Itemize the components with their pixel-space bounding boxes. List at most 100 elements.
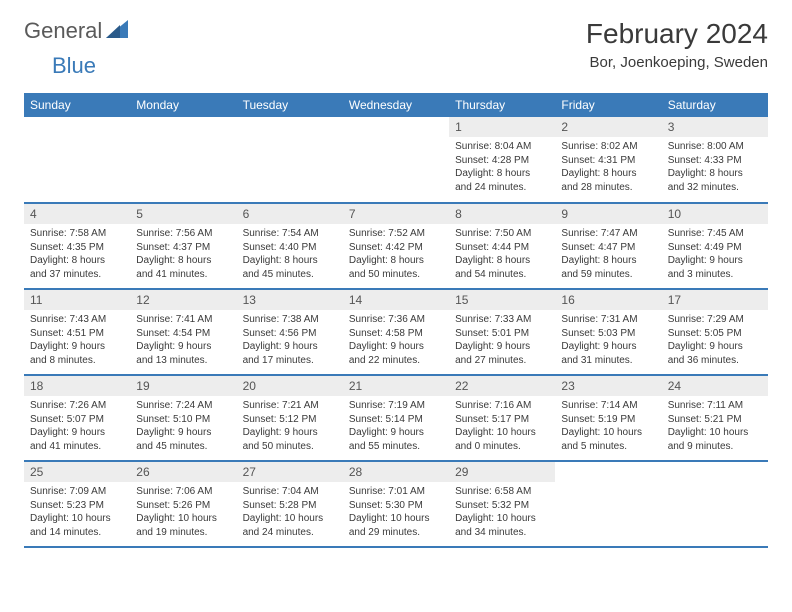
calendar-day-cell: .. (130, 117, 236, 203)
calendar-day-cell: 3Sunrise: 8:00 AMSunset: 4:33 PMDaylight… (662, 117, 768, 203)
calendar-week-row: 4Sunrise: 7:58 AMSunset: 4:35 PMDaylight… (24, 203, 768, 289)
calendar-day-cell: .. (555, 461, 661, 547)
calendar-day-cell: 12Sunrise: 7:41 AMSunset: 4:54 PMDayligh… (130, 289, 236, 375)
day-number: 29 (449, 462, 555, 482)
calendar-day-cell: 4Sunrise: 7:58 AMSunset: 4:35 PMDaylight… (24, 203, 130, 289)
day-details: Sunrise: 7:14 AMSunset: 5:19 PMDaylight:… (555, 396, 661, 456)
calendar-week-row: 11Sunrise: 7:43 AMSunset: 4:51 PMDayligh… (24, 289, 768, 375)
day-number: 18 (24, 376, 130, 396)
calendar-day-cell: .. (343, 117, 449, 203)
day-number: 17 (662, 290, 768, 310)
weekday-header: Wednesday (343, 93, 449, 117)
calendar-day-cell: 26Sunrise: 7:06 AMSunset: 5:26 PMDayligh… (130, 461, 236, 547)
calendar-head: SundayMondayTuesdayWednesdayThursdayFrid… (24, 93, 768, 117)
calendar-day-cell: 6Sunrise: 7:54 AMSunset: 4:40 PMDaylight… (237, 203, 343, 289)
calendar-day-cell: 29Sunrise: 6:58 AMSunset: 5:32 PMDayligh… (449, 461, 555, 547)
calendar-day-cell: 25Sunrise: 7:09 AMSunset: 5:23 PMDayligh… (24, 461, 130, 547)
day-number: 16 (555, 290, 661, 310)
calendar-week-row: 25Sunrise: 7:09 AMSunset: 5:23 PMDayligh… (24, 461, 768, 547)
weekday-header: Friday (555, 93, 661, 117)
calendar-day-cell: 14Sunrise: 7:36 AMSunset: 4:58 PMDayligh… (343, 289, 449, 375)
day-number: 8 (449, 204, 555, 224)
calendar-day-cell: 13Sunrise: 7:38 AMSunset: 4:56 PMDayligh… (237, 289, 343, 375)
day-number: 12 (130, 290, 236, 310)
calendar-table: SundayMondayTuesdayWednesdayThursdayFrid… (24, 93, 768, 548)
calendar-day-cell: 24Sunrise: 7:11 AMSunset: 5:21 PMDayligh… (662, 375, 768, 461)
calendar-day-cell: .. (662, 461, 768, 547)
weekday-header: Monday (130, 93, 236, 117)
day-details: Sunrise: 7:16 AMSunset: 5:17 PMDaylight:… (449, 396, 555, 456)
day-number: 4 (24, 204, 130, 224)
title-block: February 2024 Bor, Joenkoeping, Sweden (586, 18, 768, 71)
day-number: 24 (662, 376, 768, 396)
day-details: Sunrise: 7:11 AMSunset: 5:21 PMDaylight:… (662, 396, 768, 456)
logo: General (24, 18, 130, 44)
calendar-day-cell: 28Sunrise: 7:01 AMSunset: 5:30 PMDayligh… (343, 461, 449, 547)
calendar-day-cell: 19Sunrise: 7:24 AMSunset: 5:10 PMDayligh… (130, 375, 236, 461)
day-details: Sunrise: 7:54 AMSunset: 4:40 PMDaylight:… (237, 224, 343, 284)
day-details: Sunrise: 7:38 AMSunset: 4:56 PMDaylight:… (237, 310, 343, 370)
day-number: 25 (24, 462, 130, 482)
day-details: Sunrise: 7:19 AMSunset: 5:14 PMDaylight:… (343, 396, 449, 456)
day-number: 5 (130, 204, 236, 224)
calendar-day-cell: 20Sunrise: 7:21 AMSunset: 5:12 PMDayligh… (237, 375, 343, 461)
day-details: Sunrise: 7:04 AMSunset: 5:28 PMDaylight:… (237, 482, 343, 542)
day-number: 20 (237, 376, 343, 396)
calendar-day-cell: 22Sunrise: 7:16 AMSunset: 5:17 PMDayligh… (449, 375, 555, 461)
day-number: 9 (555, 204, 661, 224)
calendar-day-cell: 8Sunrise: 7:50 AMSunset: 4:44 PMDaylight… (449, 203, 555, 289)
logo-text-general: General (24, 18, 102, 44)
day-details: Sunrise: 6:58 AMSunset: 5:32 PMDaylight:… (449, 482, 555, 542)
day-details: Sunrise: 7:33 AMSunset: 5:01 PMDaylight:… (449, 310, 555, 370)
calendar-day-cell: 15Sunrise: 7:33 AMSunset: 5:01 PMDayligh… (449, 289, 555, 375)
day-number: 28 (343, 462, 449, 482)
day-number: 11 (24, 290, 130, 310)
day-number: 3 (662, 117, 768, 137)
day-details: Sunrise: 7:01 AMSunset: 5:30 PMDaylight:… (343, 482, 449, 542)
calendar-day-cell: 18Sunrise: 7:26 AMSunset: 5:07 PMDayligh… (24, 375, 130, 461)
day-number: 7 (343, 204, 449, 224)
day-number: 15 (449, 290, 555, 310)
day-details: Sunrise: 7:36 AMSunset: 4:58 PMDaylight:… (343, 310, 449, 370)
calendar-day-cell: 27Sunrise: 7:04 AMSunset: 5:28 PMDayligh… (237, 461, 343, 547)
logo-sail-icon (106, 20, 128, 43)
day-details: Sunrise: 7:26 AMSunset: 5:07 PMDaylight:… (24, 396, 130, 456)
day-details: Sunrise: 7:50 AMSunset: 4:44 PMDaylight:… (449, 224, 555, 284)
day-number: 23 (555, 376, 661, 396)
location-text: Bor, Joenkoeping, Sweden (586, 54, 768, 71)
logo-text-blue: Blue (52, 53, 96, 78)
day-details: Sunrise: 7:58 AMSunset: 4:35 PMDaylight:… (24, 224, 130, 284)
day-details: Sunrise: 7:45 AMSunset: 4:49 PMDaylight:… (662, 224, 768, 284)
calendar-day-cell: .. (237, 117, 343, 203)
calendar-day-cell: 10Sunrise: 7:45 AMSunset: 4:49 PMDayligh… (662, 203, 768, 289)
day-number: 1 (449, 117, 555, 137)
day-details: Sunrise: 7:47 AMSunset: 4:47 PMDaylight:… (555, 224, 661, 284)
calendar-day-cell: 11Sunrise: 7:43 AMSunset: 4:51 PMDayligh… (24, 289, 130, 375)
day-details: Sunrise: 8:00 AMSunset: 4:33 PMDaylight:… (662, 137, 768, 197)
calendar-week-row: ........1Sunrise: 8:04 AMSunset: 4:28 PM… (24, 117, 768, 203)
day-details: Sunrise: 8:02 AMSunset: 4:31 PMDaylight:… (555, 137, 661, 197)
weekday-header: Tuesday (237, 93, 343, 117)
calendar-week-row: 18Sunrise: 7:26 AMSunset: 5:07 PMDayligh… (24, 375, 768, 461)
calendar-day-cell: 5Sunrise: 7:56 AMSunset: 4:37 PMDaylight… (130, 203, 236, 289)
calendar-day-cell: 1Sunrise: 8:04 AMSunset: 4:28 PMDaylight… (449, 117, 555, 203)
month-title: February 2024 (586, 18, 768, 50)
weekday-header: Sunday (24, 93, 130, 117)
day-details: Sunrise: 7:09 AMSunset: 5:23 PMDaylight:… (24, 482, 130, 542)
weekday-header: Saturday (662, 93, 768, 117)
day-details: Sunrise: 7:56 AMSunset: 4:37 PMDaylight:… (130, 224, 236, 284)
day-details: Sunrise: 7:29 AMSunset: 5:05 PMDaylight:… (662, 310, 768, 370)
day-number: 14 (343, 290, 449, 310)
day-details: Sunrise: 7:41 AMSunset: 4:54 PMDaylight:… (130, 310, 236, 370)
day-number: 22 (449, 376, 555, 396)
calendar-day-cell: 16Sunrise: 7:31 AMSunset: 5:03 PMDayligh… (555, 289, 661, 375)
day-details: Sunrise: 7:52 AMSunset: 4:42 PMDaylight:… (343, 224, 449, 284)
day-number: 6 (237, 204, 343, 224)
day-number: 2 (555, 117, 661, 137)
day-number: 10 (662, 204, 768, 224)
weekday-header: Thursday (449, 93, 555, 117)
day-details: Sunrise: 7:06 AMSunset: 5:26 PMDaylight:… (130, 482, 236, 542)
day-number: 19 (130, 376, 236, 396)
day-number: 26 (130, 462, 236, 482)
day-number: 27 (237, 462, 343, 482)
